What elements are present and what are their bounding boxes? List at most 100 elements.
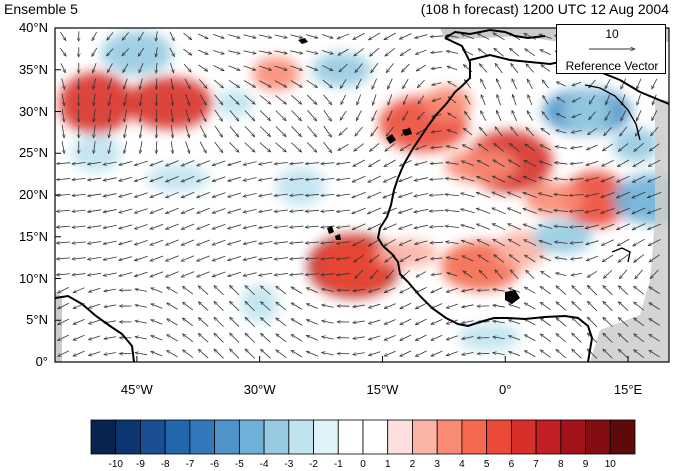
- reference-vector-arrow: [589, 43, 639, 55]
- wind-vector: [245, 317, 255, 327]
- wind-vector: [618, 333, 629, 343]
- wind-vector: [384, 303, 396, 309]
- wind-vector: [554, 242, 568, 244]
- wind-vector: [259, 225, 273, 227]
- wind-vector: [276, 286, 287, 295]
- colorbar-level-label: -4: [259, 459, 269, 470]
- wind-vector: [543, 95, 549, 105]
- wind-vector: [523, 176, 537, 183]
- wind-vector: [230, 285, 240, 296]
- wind-vector: [185, 141, 190, 153]
- wind-vector: [370, 269, 379, 279]
- wind-vector: [166, 271, 179, 277]
- wind-vector: [291, 110, 302, 121]
- wind-vector: [448, 97, 457, 104]
- wind-vector: [291, 287, 303, 294]
- wind-vector: [462, 304, 474, 308]
- wind-vector: [181, 255, 195, 261]
- wind-vector: [430, 36, 443, 37]
- wind-vector: [229, 110, 239, 121]
- wind-vector: [415, 255, 427, 260]
- wind-vector: [616, 207, 631, 214]
- wind-vector: [617, 223, 630, 231]
- wind-vector: [634, 334, 645, 343]
- wind-vector: [135, 321, 148, 324]
- wind-vector: [321, 34, 333, 38]
- wind-vector: [150, 207, 164, 213]
- wind-vector: [462, 144, 474, 151]
- wind-vector: [494, 48, 504, 57]
- wind-vector: [649, 334, 660, 342]
- wind-vector: [182, 350, 194, 358]
- anomaly-blob: [376, 239, 439, 268]
- wind-vector: [447, 66, 458, 71]
- anomaly-blob: [240, 284, 279, 323]
- wind-vector: [119, 208, 133, 213]
- wind-vector: [259, 240, 273, 243]
- wind-vector: [182, 302, 194, 311]
- lat-tick-label: 0°: [35, 354, 48, 369]
- wind-vector: [539, 241, 552, 246]
- wind-vector: [429, 226, 444, 227]
- wind-vector: [322, 305, 334, 308]
- wind-vector: [108, 78, 113, 90]
- wind-vector: [603, 301, 613, 312]
- wind-vector: [572, 97, 582, 103]
- wind-vector: [198, 333, 209, 343]
- wind-vector: [275, 95, 286, 104]
- wind-vector: [61, 78, 65, 89]
- wind-vector: [124, 109, 128, 122]
- wind-vector: [108, 93, 112, 106]
- wind-vector: [198, 33, 208, 40]
- wind-vector: [572, 317, 582, 327]
- wind-vector: [322, 321, 334, 324]
- wind-vector: [107, 32, 114, 40]
- wind-vector: [93, 109, 95, 122]
- wind-vector: [151, 304, 163, 309]
- wind-vector: [306, 287, 318, 293]
- wind-vector: [88, 351, 101, 356]
- wind-vector: [524, 255, 536, 263]
- wind-vector: [290, 50, 303, 54]
- wind-vector: [415, 34, 428, 39]
- wind-vector: [290, 242, 304, 243]
- wind-vector: [541, 128, 551, 136]
- wind-vector: [528, 95, 533, 106]
- wind-vector: [634, 350, 645, 359]
- wind-vector: [462, 320, 474, 324]
- wind-vector: [306, 334, 318, 341]
- wind-vector: [493, 353, 505, 355]
- wind-vector: [156, 93, 157, 106]
- wind-vector: [388, 94, 393, 105]
- wind-vector: [418, 95, 425, 104]
- wind-vector: [88, 287, 101, 292]
- wind-vector: [150, 160, 164, 166]
- wind-vector: [462, 336, 474, 340]
- wind-vector: [199, 141, 207, 153]
- wind-vector: [214, 141, 223, 153]
- wind-vector: [306, 350, 318, 357]
- wind-vector: [617, 159, 630, 167]
- wind-vector: [134, 192, 148, 197]
- colorbar-swatch: [263, 419, 290, 455]
- wind-vector: [197, 49, 208, 55]
- anomaly-blob: [252, 56, 300, 91]
- wind-vector: [494, 143, 504, 152]
- wind-vector: [445, 210, 460, 212]
- wind-vector: [181, 207, 195, 213]
- wind-vector: [103, 224, 117, 228]
- wind-vector: [477, 176, 490, 183]
- wind-vector: [386, 269, 395, 279]
- wind-vector: [307, 110, 316, 121]
- wind-vector: [340, 79, 347, 88]
- wind-vector: [587, 349, 598, 359]
- wind-vector: [587, 301, 598, 312]
- wind-vector: [199, 109, 207, 122]
- wind-vector: [243, 240, 257, 244]
- wind-vector: [56, 226, 71, 227]
- wind-vector: [73, 287, 85, 294]
- wind-vector: [274, 34, 288, 38]
- wind-vector: [243, 161, 257, 165]
- iberia-coastline: [444, 28, 546, 40]
- wind-vector: [538, 193, 553, 198]
